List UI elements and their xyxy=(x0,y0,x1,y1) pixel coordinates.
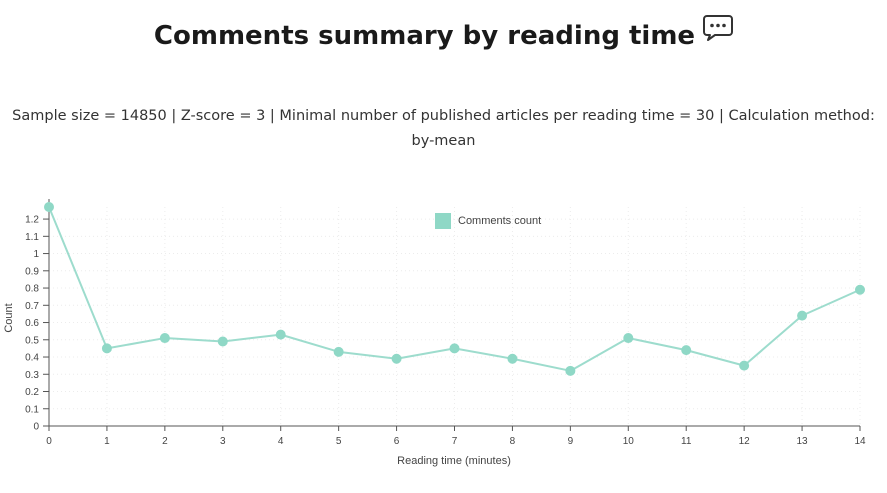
data-point[interactable] xyxy=(797,310,808,321)
data-point[interactable] xyxy=(44,202,54,212)
y-tick-label: 0.1 xyxy=(25,404,39,415)
x-tick-label: 14 xyxy=(854,436,866,447)
y-tick-label: 0.3 xyxy=(25,370,39,381)
y-tick-label: 1 xyxy=(33,249,39,260)
y-tick-label: 0.9 xyxy=(25,266,39,277)
x-tick-label: 5 xyxy=(336,436,342,447)
chart-subtitle: Sample size = 14850 | Z-score = 3 | Mini… xyxy=(12,108,875,149)
data-point[interactable] xyxy=(391,353,402,364)
x-tick-label: 7 xyxy=(452,436,458,447)
page-title: Comments summary by reading time xyxy=(0,14,887,59)
data-point[interactable] xyxy=(681,345,692,356)
y-tick-label: 0.5 xyxy=(25,335,39,346)
chart-grid xyxy=(48,207,861,427)
speech-bubble-icon xyxy=(703,12,734,56)
data-point[interactable] xyxy=(275,329,286,340)
y-axis-title: Count xyxy=(3,303,15,332)
data-point[interactable] xyxy=(623,333,634,344)
x-tick-label: 4 xyxy=(278,436,284,447)
legend-label[interactable]: Comments count xyxy=(458,215,541,227)
chart-axes: 0 1 2 3 4 5 6 7 8 9 10 11 12 13 1400.10.20.30.40.50.60… xyxy=(25,199,866,447)
x-tick-label: 0 xyxy=(46,436,52,447)
x-tick-label: 3 xyxy=(220,436,226,447)
x-tick-label: 12 xyxy=(739,436,751,447)
chart-legend[interactable]: Comments count xyxy=(435,213,541,229)
data-point[interactable] xyxy=(217,336,228,347)
y-tick-label: 1.1 xyxy=(25,232,39,243)
legend-swatch[interactable] xyxy=(435,213,451,229)
x-tick-label: 2 xyxy=(162,436,168,447)
x-tick-label: 10 xyxy=(623,436,635,447)
y-tick-label: 0.8 xyxy=(25,284,39,295)
data-point[interactable] xyxy=(333,346,344,357)
x-axis-title: Reading time (minutes) xyxy=(397,455,511,467)
x-tick-label: 13 xyxy=(797,436,809,447)
x-tick-label: 9 xyxy=(568,436,574,447)
data-point[interactable] xyxy=(159,333,170,344)
y-tick-label: 0.4 xyxy=(25,353,39,364)
data-point[interactable] xyxy=(739,360,750,371)
x-tick-label: 6 xyxy=(394,436,400,447)
y-tick-label: 0 xyxy=(33,422,39,433)
x-tick-label: 11 xyxy=(681,436,692,447)
y-tick-label: 0.6 xyxy=(25,318,39,329)
data-point[interactable] xyxy=(449,343,460,354)
y-tick-label: 0.7 xyxy=(25,301,39,312)
y-tick-label: 0.2 xyxy=(25,387,39,398)
chart-series xyxy=(44,202,865,376)
data-point[interactable] xyxy=(101,343,112,354)
data-point[interactable] xyxy=(507,353,518,364)
data-point[interactable] xyxy=(855,284,865,295)
x-tick-label: 1 xyxy=(104,436,110,447)
page-title-text: Comments summary by reading time xyxy=(153,21,696,51)
x-tick-label: 8 xyxy=(510,436,516,447)
y-tick-label: 1.2 xyxy=(25,215,39,226)
data-point[interactable] xyxy=(565,365,576,376)
